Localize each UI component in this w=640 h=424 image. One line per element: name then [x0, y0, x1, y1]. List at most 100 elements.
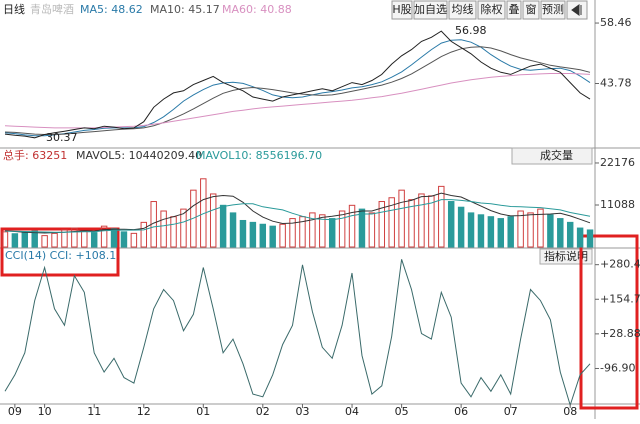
- indicator-title: CCI(14) CCI: +108.1: [5, 249, 116, 262]
- volume-bar: [447, 201, 455, 248]
- volume-bar: [41, 235, 48, 248]
- ma-line: [4, 73, 591, 129]
- volume-button[interactable]: [511, 147, 593, 165]
- volume-bar: [507, 216, 514, 248]
- annotation: 56.98: [455, 24, 487, 37]
- volume-bar: [309, 212, 316, 248]
- volume-bar: [100, 225, 108, 248]
- toolbar-button[interactable]: [506, 0, 522, 20]
- volume-bar: [576, 227, 584, 248]
- volume-bar: [219, 204, 227, 248]
- volume-bar: [140, 221, 148, 248]
- x-tick-label: 06: [454, 405, 468, 418]
- legend-entry: MA5: 48.62: [80, 3, 143, 16]
- volume-bar: [130, 232, 138, 248]
- x-tick-label: 04: [345, 405, 359, 418]
- annotation: 30.37: [46, 131, 78, 144]
- y-tick-label: 11088: [600, 198, 635, 211]
- volume-bar: [358, 208, 366, 248]
- stock-name: 青岛啤酒: [30, 2, 74, 16]
- y-tick-label: -96.90: [600, 361, 635, 374]
- y-tick-label: +28.88: [600, 327, 640, 340]
- legend-entry: MA60: 40.88: [222, 3, 292, 16]
- volume-bar: [557, 218, 564, 248]
- y-tick-label: 43.78: [600, 76, 632, 89]
- indicator-button[interactable]: [539, 248, 593, 265]
- volume-bar: [547, 214, 554, 248]
- volume-bar: [249, 221, 257, 248]
- volume-bar: [477, 214, 485, 248]
- volume-bar: [11, 233, 19, 248]
- toolbar-icon[interactable]: [571, 4, 582, 16]
- x-tick-label: 08: [563, 405, 577, 418]
- ma-line: [4, 39, 591, 137]
- volume-bar: [378, 201, 386, 248]
- volume-bar: [180, 208, 187, 248]
- volume-bar: [1, 231, 9, 248]
- volume-bar: [338, 210, 346, 248]
- volume-title: 总手: 63251: [3, 148, 67, 162]
- toolbar-button-label[interactable]: 加自选: [414, 3, 447, 16]
- volume-bar: [110, 228, 118, 248]
- volume-bar: [71, 227, 78, 248]
- highlight-box: [579, 234, 639, 410]
- x-tick-label: 12: [137, 405, 151, 418]
- period-label: 日线: [3, 2, 25, 16]
- toolbar-button-label[interactable]: 预测: [542, 3, 564, 16]
- x-tick-label: 02: [256, 405, 270, 418]
- x-tick-label: 10: [38, 405, 52, 418]
- volume-bar: [537, 208, 544, 248]
- x-tick-label: 07: [504, 405, 518, 418]
- volume-bar: [566, 221, 574, 248]
- y-tick-label: +280.4: [600, 258, 640, 271]
- toolbar-button-label[interactable]: 除权: [481, 2, 503, 16]
- legend-entry: MA10: 45.17: [150, 3, 220, 16]
- toolbar-button[interactable]: [522, 0, 540, 20]
- toolbar-button-label[interactable]: H股: [392, 3, 411, 16]
- legend-entry: MAVOL10: 8556196.70: [196, 149, 322, 162]
- volume-bar: [438, 185, 445, 248]
- toolbar-button-label[interactable]: 均线: [452, 2, 474, 16]
- volume-bar: [408, 199, 415, 248]
- toolbar-button[interactable]: [413, 0, 448, 20]
- volume-bar: [487, 216, 495, 248]
- y-tick-label: +154.7: [600, 292, 640, 305]
- volume-bar: [368, 212, 376, 248]
- volume-bar: [289, 218, 296, 248]
- highlight-box: [0, 227, 120, 277]
- volume-bar: [418, 193, 425, 248]
- legend-entry: MAVOL5: 10440209.40: [76, 149, 202, 162]
- toolbar-button[interactable]: [448, 0, 477, 20]
- price-line: [4, 30, 591, 139]
- y-tick-label: 22176: [600, 156, 635, 169]
- volume-bar: [398, 189, 405, 248]
- toolbar-button-label[interactable]: 窗: [526, 2, 537, 16]
- volume-bar: [527, 212, 534, 248]
- y-tick-label: 58.46: [600, 16, 632, 29]
- volume-bar: [120, 231, 128, 248]
- volume-bar: [457, 206, 465, 248]
- indicator-button-label[interactable]: 指标说明: [544, 249, 588, 263]
- volume-bar: [21, 232, 29, 248]
- toolbar-button[interactable]: [391, 0, 413, 20]
- x-tick-label: 05: [395, 405, 409, 418]
- volume-bar: [328, 218, 336, 248]
- toolbar-button[interactable]: [477, 0, 506, 20]
- volume-bar: [209, 193, 217, 248]
- volume-bar: [319, 214, 326, 248]
- volume-bar: [467, 212, 475, 248]
- volume-ma-line: [4, 199, 591, 233]
- toolbar-button[interactable]: [540, 0, 566, 20]
- volume-bar: [90, 232, 98, 248]
- x-tick-label: 11: [87, 405, 101, 418]
- volume-button-label[interactable]: 成交量: [540, 148, 573, 162]
- volume-bar: [259, 223, 267, 248]
- volume-bar: [269, 225, 276, 248]
- volume-bar: [348, 204, 356, 248]
- toolbar-button-label[interactable]: 叠: [509, 3, 520, 16]
- volume-bar: [279, 223, 286, 248]
- x-tick-label: 01: [196, 405, 210, 418]
- volume-bar: [586, 229, 594, 248]
- volume-bar: [160, 210, 167, 248]
